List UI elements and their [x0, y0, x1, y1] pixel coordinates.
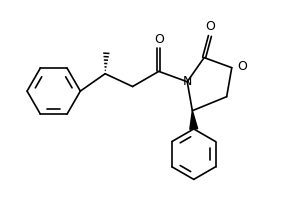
Text: O: O	[154, 33, 164, 46]
Text: O: O	[206, 20, 216, 33]
Polygon shape	[190, 111, 198, 129]
Text: N: N	[183, 75, 192, 88]
Text: O: O	[237, 60, 247, 73]
